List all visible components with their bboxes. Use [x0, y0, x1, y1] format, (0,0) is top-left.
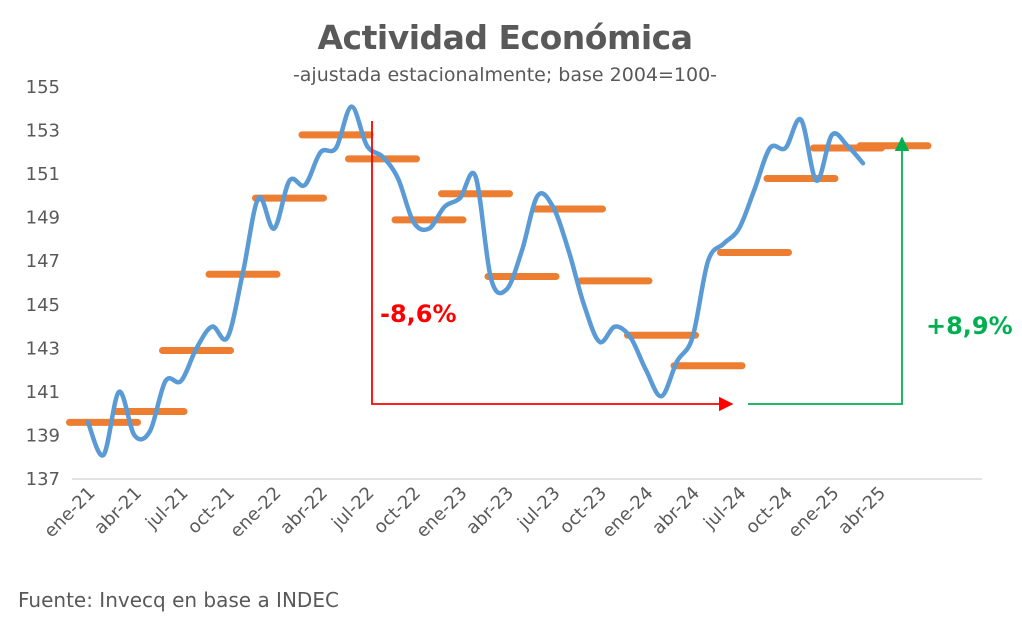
- y-tick-label: 153: [26, 121, 60, 142]
- x-tick-label: jul-22: [327, 483, 378, 534]
- monthly-series-line: [85, 104, 866, 458]
- y-tick-label: 155: [26, 77, 60, 98]
- x-axis-ticks: ene-21abr-21jul-21oct-21ene-22abr-22jul-…: [40, 483, 890, 542]
- y-tick-label: 141: [26, 382, 60, 403]
- x-tick-label: abr-21: [90, 483, 146, 539]
- drop-arrow: [371, 121, 734, 412]
- rise-arrow: [748, 136, 910, 405]
- x-tick-label: ene-25: [784, 483, 843, 542]
- y-tick-label: 137: [26, 469, 60, 490]
- x-tick-label: jul-23: [513, 483, 564, 534]
- annotations: -8,6% +8,9%: [371, 121, 1013, 412]
- y-tick-label: 145: [26, 295, 60, 316]
- x-tick-label: jul-24: [699, 483, 750, 534]
- x-tick-label: ene-22: [226, 483, 285, 542]
- rise-label: +8,9%: [926, 312, 1013, 340]
- y-tick-label: 149: [26, 208, 60, 229]
- quarterly-average-series: [66, 131, 932, 426]
- source-note: Fuente: Invecq en base a INDEC: [18, 588, 339, 612]
- x-tick-label: ene-24: [598, 483, 657, 542]
- x-tick-label: ene-21: [40, 483, 99, 542]
- y-tick-label: 151: [26, 164, 60, 185]
- y-tick-label: 143: [26, 338, 60, 359]
- x-tick-label: abr-24: [648, 483, 704, 539]
- x-tick-label: abr-25: [834, 483, 890, 539]
- y-axis-ticks: 137 139 141 143 145 147 149 151 153 155: [26, 77, 60, 490]
- drop-label: -8,6%: [380, 300, 457, 328]
- x-tick-label: jul-21: [141, 483, 192, 534]
- chart-title: Actividad Económica: [317, 18, 693, 57]
- chart-subtitle: -ajustada estacionalmente; base 2004=100…: [292, 64, 718, 86]
- x-tick-label: ene-23: [412, 483, 471, 542]
- x-tick-label: abr-23: [462, 483, 518, 539]
- y-tick-label: 139: [26, 425, 60, 446]
- y-tick-label: 147: [26, 251, 60, 272]
- x-tick-label: abr-22: [276, 483, 332, 539]
